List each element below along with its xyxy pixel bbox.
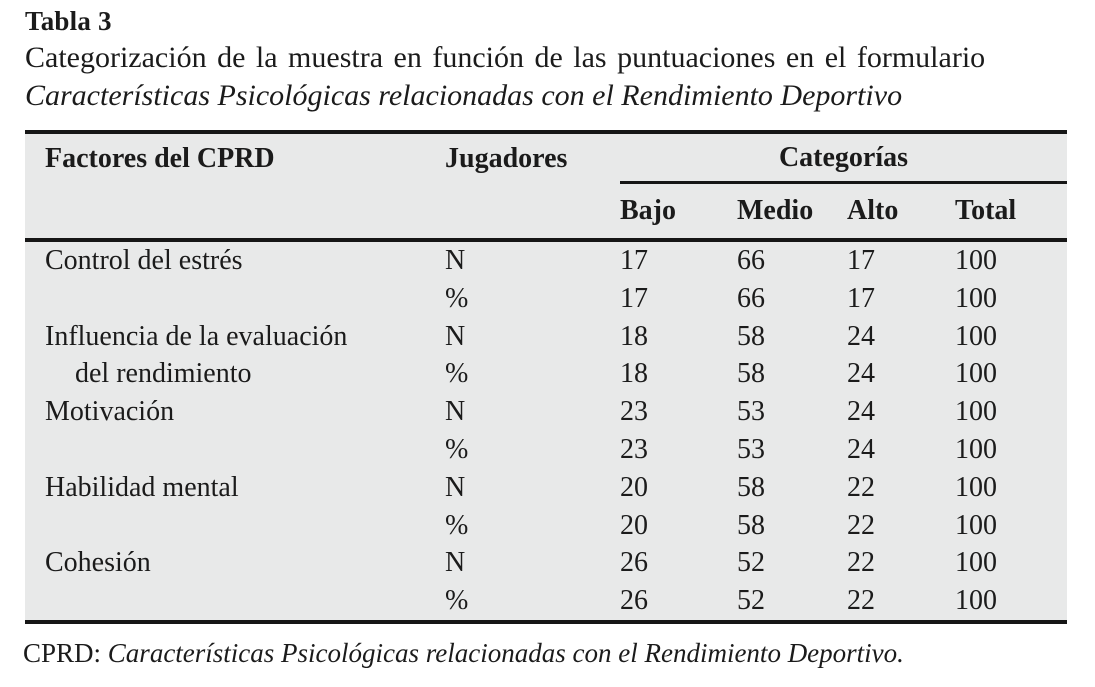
medio-cell: 58 [737, 471, 765, 503]
table-header: Factores del CPRD Jugadores Categorías B… [25, 134, 1067, 242]
alto-cell: 24 [847, 433, 875, 465]
header-category-columns: Bajo Medio Alto Total [620, 184, 1067, 238]
medio-cell: 53 [737, 433, 765, 465]
jugadores-cell: % [445, 282, 469, 314]
alto-cell: 22 [847, 547, 875, 579]
jugadores-cell: N [445, 396, 466, 428]
jugadores-cell: % [445, 585, 469, 617]
alto-cell: 24 [847, 358, 875, 390]
total-cell: 100 [955, 433, 997, 465]
alto-cell: 22 [847, 471, 875, 503]
table-row: Control del estrés N 17 66 17 100 [25, 242, 1067, 280]
header-jugadores: Jugadores [445, 143, 568, 174]
factor-cell: Habilidad mental [45, 471, 239, 503]
table-row: del rendimiento % 18 58 24 100 [25, 355, 1067, 393]
medio-cell: 53 [737, 396, 765, 428]
table-row: Habilidad mental N 20 58 22 100 [25, 469, 1067, 507]
table-caption: Categorización de la muestra en función … [25, 41, 986, 74]
table-row: % 20 58 22 100 [25, 507, 1067, 545]
cprd-categorization-table: Factores del CPRD Jugadores Categorías B… [25, 130, 1067, 624]
total-cell: 100 [955, 320, 997, 352]
medio-cell: 66 [737, 282, 765, 314]
factor-cell [45, 582, 445, 620]
alto-cell: 22 [847, 509, 875, 541]
total-cell: 100 [955, 547, 997, 579]
factor-cell [45, 507, 445, 545]
medio-cell: 58 [737, 358, 765, 390]
header-medio: Medio [737, 195, 814, 226]
total-cell: 100 [955, 358, 997, 390]
jugadores-cell: % [445, 433, 469, 465]
total-cell: 100 [955, 585, 997, 617]
alto-cell: 24 [847, 320, 875, 352]
table-row: Influencia de la evaluación N 18 58 24 1… [25, 318, 1067, 356]
medio-cell: 52 [737, 547, 765, 579]
medio-cell: 58 [737, 320, 765, 352]
bajo-cell: 23 [620, 396, 648, 428]
factor-cell: Cohesión [45, 547, 151, 579]
bajo-cell: 20 [620, 509, 648, 541]
table-footnote: CPRD: Características Psicológicas relac… [23, 638, 904, 669]
medio-cell: 58 [737, 509, 765, 541]
alto-cell: 17 [847, 245, 875, 276]
factor-cell [45, 280, 445, 318]
total-cell: 100 [955, 245, 997, 276]
bajo-cell: 17 [620, 282, 648, 314]
jugadores-cell: % [445, 358, 469, 390]
table-row: % 17 66 17 100 [25, 280, 1067, 318]
table-number-label: Tabla 3 [25, 6, 112, 36]
table-row: % 26 52 22 100 [25, 582, 1067, 620]
header-factores: Factores del CPRD [45, 143, 275, 174]
table-caption-italic: Características Psicológicas relacionada… [25, 79, 903, 112]
table-body: Control del estrés N 17 66 17 100 % 17 6… [25, 242, 1067, 620]
jugadores-cell: N [445, 471, 466, 503]
total-cell: 100 [955, 396, 997, 428]
medio-cell: 66 [737, 245, 765, 276]
factor-cell: Motivación [45, 396, 175, 428]
footnote-text: Características Psicológicas relacionada… [107, 638, 904, 668]
bajo-cell: 20 [620, 471, 648, 503]
factor-cell: Influencia de la evaluación [45, 320, 348, 352]
table-row: Cohesión N 26 52 22 100 [25, 544, 1067, 582]
alto-cell: 22 [847, 585, 875, 617]
jugadores-cell: N [445, 245, 466, 276]
factor-cell-continuation: del rendimiento [75, 358, 252, 390]
medio-cell: 52 [737, 585, 765, 617]
header-bajo: Bajo [620, 195, 676, 226]
alto-cell: 17 [847, 282, 875, 314]
jugadores-cell: N [445, 320, 466, 352]
jugadores-cell: N [445, 547, 466, 579]
header-categorias-group: Categorías Bajo Medio Alto Total [620, 134, 1067, 238]
table-row: Motivación N 23 53 24 100 [25, 393, 1067, 431]
total-cell: 100 [955, 509, 997, 541]
footnote-abbreviation: CPRD: [23, 638, 108, 668]
header-categorias: Categorías [620, 134, 1067, 184]
bajo-cell: 26 [620, 547, 648, 579]
jugadores-cell: % [445, 509, 469, 541]
total-cell: 100 [955, 471, 997, 503]
bajo-cell: 18 [620, 358, 648, 390]
bajo-cell: 17 [620, 245, 648, 276]
factor-cell [45, 431, 445, 469]
bajo-cell: 23 [620, 433, 648, 465]
header-alto: Alto [847, 195, 899, 226]
bajo-cell: 18 [620, 320, 648, 352]
header-total: Total [955, 195, 1017, 226]
factor-cell: Control del estrés [45, 245, 243, 276]
alto-cell: 24 [847, 396, 875, 428]
bajo-cell: 26 [620, 585, 648, 617]
total-cell: 100 [955, 282, 997, 314]
table-row: % 23 53 24 100 [25, 431, 1067, 469]
